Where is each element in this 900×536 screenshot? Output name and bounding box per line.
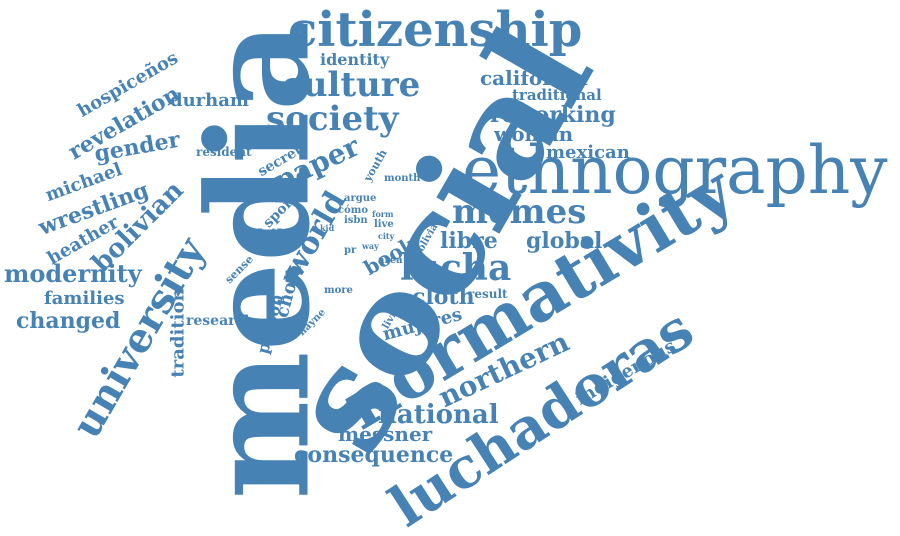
word-isbn: isbn [344, 215, 368, 226]
word-identity: identity [320, 50, 390, 69]
word-city: city [378, 231, 395, 241]
word-woman: woman [494, 122, 574, 146]
word-messner: messner [338, 422, 433, 446]
word-lucha: lucha [400, 247, 512, 289]
word-finding: finding [208, 191, 256, 205]
word-changed: changed [16, 308, 121, 334]
word-kid: kid [320, 223, 335, 233]
word-live: live [374, 219, 394, 230]
word-tradition: tradition [167, 288, 189, 378]
word-libre: libre [440, 228, 498, 254]
word-area: area [378, 255, 403, 266]
word-form: form [372, 209, 394, 219]
word-national: national [378, 400, 499, 430]
word-research: research [186, 313, 255, 329]
word-cloth: cloth [412, 284, 475, 310]
word-citizenship: citizenship [288, 2, 583, 58]
word-ethnography: ethnography [462, 132, 888, 209]
word-mexican: mexican [546, 142, 630, 163]
word-durham: durham [170, 90, 249, 111]
word-consequence: consequence [294, 442, 454, 468]
word-families: families [44, 288, 125, 309]
word-california: california [480, 66, 588, 90]
word-pr: pr [344, 245, 357, 256]
word-result: result [468, 287, 508, 301]
word-global: global [526, 228, 603, 254]
word-reworking: reworking [490, 102, 616, 128]
word-como: cómo [338, 205, 369, 216]
word-argue: argue [344, 193, 377, 204]
word-culture: culture [282, 65, 421, 105]
word-memes: memes [452, 192, 587, 232]
word-resident: resident [196, 145, 252, 159]
word-chile: chile [246, 226, 296, 247]
word-way: way [362, 241, 379, 251]
word-modernity: modernity [4, 259, 142, 288]
word-society: society [266, 99, 399, 139]
word-month: month [384, 173, 421, 184]
word-more: more [324, 285, 353, 296]
word-traditional: traditional [512, 86, 602, 104]
